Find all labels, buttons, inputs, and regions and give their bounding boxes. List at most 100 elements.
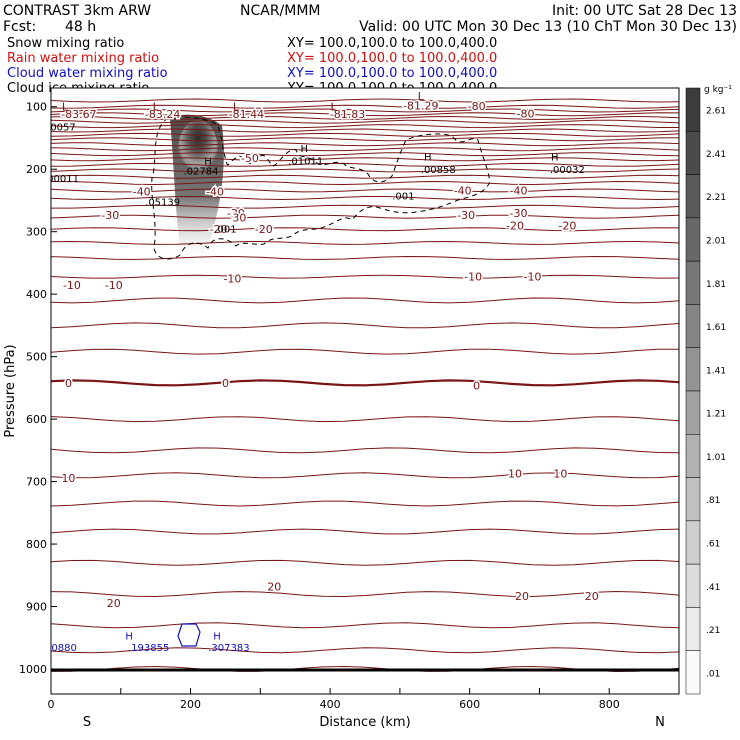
isotherm-line (51, 528, 679, 535)
isotherm-label: -81.44 (229, 108, 264, 121)
isotherm-label: -50 (241, 152, 259, 165)
extrema-marks: L L L LL (62, 90, 425, 114)
isotherm-line (51, 195, 679, 201)
isotherm-label: -10 (105, 279, 123, 292)
isotherm-label: -40 (454, 184, 472, 197)
colorbar-swatch (685, 520, 701, 565)
field-name-2: Cloud water mixing ratio (7, 66, 168, 81)
cloud-water-label: H (213, 631, 221, 642)
isotherm-label: 30 (232, 211, 246, 224)
low-marker: L (153, 101, 160, 114)
y-tick-label: 700 (26, 476, 47, 489)
y-tick-label: 300 (26, 226, 47, 239)
low-marker: L (233, 101, 240, 114)
header-title-left: CONTRAST 3km ARW (3, 3, 151, 19)
low-marker: L (62, 101, 69, 114)
isotherm-line (51, 112, 679, 117)
colorbar-swatch (685, 174, 701, 219)
field-name-0: Snow mixing ratio (7, 36, 124, 51)
isotherm-label: -81.29 (403, 99, 438, 112)
snow-label: .00011 (44, 174, 79, 185)
y-tick-label: 600 (26, 413, 47, 426)
colorbar-swatch (685, 477, 701, 522)
isotherm-label: 10 (508, 467, 522, 480)
isotherm-label: -10 (223, 273, 241, 286)
isotherm-label: -20 (558, 219, 576, 232)
snow-label: .0057 (47, 123, 76, 134)
colorbar-label: 1.81 (706, 280, 726, 290)
isotherm-line (51, 322, 679, 329)
isotherm-label: -80 (517, 108, 535, 121)
isotherm-line (51, 297, 679, 304)
header-init: Init: 00 UTC Sat 28 Dec 13 (552, 3, 737, 19)
isotherm-label: -20 (209, 223, 227, 236)
isotherm-label: -20 (255, 223, 273, 236)
header-fcst-label: Fcst: (3, 19, 36, 35)
isotherm-line (51, 104, 679, 109)
isotherm-label: 0 (65, 377, 72, 390)
isotherm-line (51, 180, 679, 186)
isotherm-label: -40 (510, 184, 528, 197)
isotherm-label: -30 (101, 209, 119, 222)
colorbar-label: 1.41 (706, 366, 726, 376)
isotherm-line (51, 137, 679, 142)
direction-south-label: S (83, 715, 91, 730)
field-xy-0: XY= 100.0,100.0 to 100.0,400.0 (287, 36, 497, 51)
isotherm-line (51, 115, 679, 120)
isotherm-label: 20 (515, 590, 529, 603)
isotherm-line (51, 255, 679, 260)
isotherm-line (51, 162, 679, 167)
cloud-water-label: .307383 (208, 643, 249, 654)
snow-high-marker: H (424, 153, 432, 164)
x-tick-label: 800 (599, 698, 620, 711)
y-axis-label: Pressure (hPa) (3, 344, 18, 437)
y-tick-label: 1000 (19, 663, 47, 676)
colorbar-swatch (685, 131, 701, 175)
header-title-center: NCAR/MMM (240, 3, 321, 19)
colorbar-swatch (685, 217, 701, 262)
snow-contour (151, 116, 491, 260)
isotherm-label: 20 (267, 581, 281, 594)
isotherm-label: 0 (222, 377, 229, 390)
snow-label: .05139 (145, 198, 180, 209)
isotherm-label: 0 (473, 379, 480, 392)
isotherm-line (51, 500, 679, 507)
isotherm-label: -83.24 (145, 108, 180, 121)
y-tick-label: 900 (26, 601, 47, 614)
isotherm-label: -83.67 (61, 108, 96, 121)
isotherm-line (51, 168, 679, 173)
isotherm-label: -10 (63, 279, 81, 292)
isotherm-line (51, 214, 679, 219)
y-tick-label: 200 (26, 163, 47, 176)
colorbar-label: 1.61 (706, 323, 726, 333)
direction-north-label: N (655, 715, 665, 730)
colorbar-swatch (685, 607, 701, 651)
y-tick-label: 400 (26, 288, 47, 301)
header-fcst-value: 48 h (65, 19, 96, 35)
isotherm-label: 10 (553, 467, 567, 480)
isotherm-label: -81.83 (330, 108, 365, 121)
plot-frame (50, 87, 680, 695)
isotherm-label: 10 (61, 472, 75, 485)
y-tick-label: 800 (26, 538, 47, 551)
isotherm-line (51, 147, 679, 152)
isotherm-label: -30 (227, 207, 245, 220)
field-legend: Snow mixing ratio XY= 100.0,100.0 to 100.… (7, 36, 497, 96)
isotherm-line (51, 98, 679, 103)
snow-label: .001 (392, 191, 414, 202)
field-xy-1: XY= 100.0,100.0 to 100.0,400.0 (287, 51, 497, 66)
isotherm-line (51, 174, 679, 179)
colorbar-label: 2.01 (706, 237, 726, 247)
isotherm-line (51, 240, 679, 245)
colorbar-swatch (685, 434, 701, 478)
y-tick-label: 500 (26, 351, 47, 364)
snow-high-marker: H (551, 153, 559, 164)
colorbar-swatch (685, 650, 701, 695)
isotherm-line (51, 379, 679, 387)
isotherm-line (51, 227, 679, 232)
field-xy-2: XY= 100.0,100.0 to 100.0,400.0 (287, 66, 497, 81)
isotherm-line (51, 622, 679, 629)
cloud-water-label: H (125, 631, 133, 642)
